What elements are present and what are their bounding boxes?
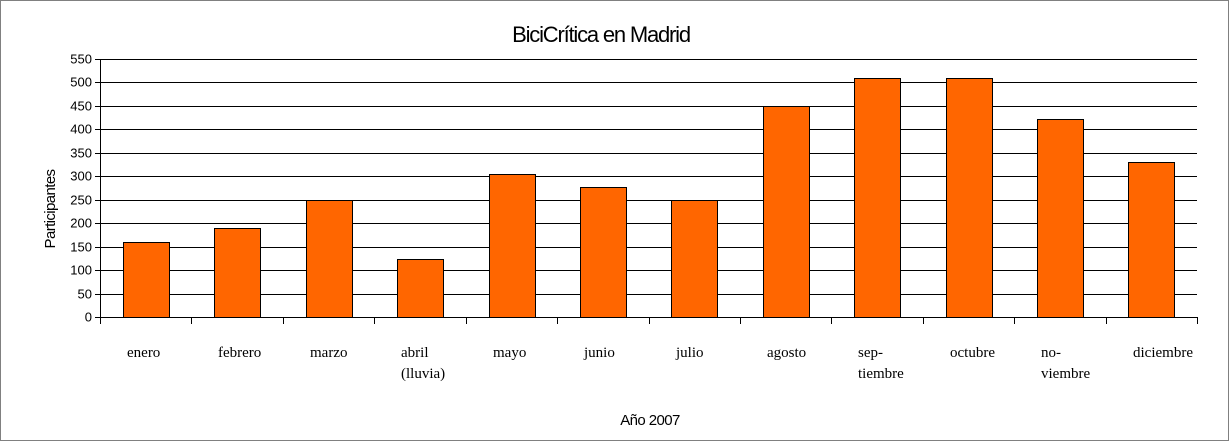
- y-tick-label: 250: [70, 193, 92, 208]
- chart-title: BiciCrítica en Madrid: [512, 22, 690, 47]
- y-tick-label: 500: [70, 75, 92, 90]
- bar: [946, 78, 993, 318]
- x-axis-label: Año 2007: [620, 412, 680, 429]
- bar: [306, 200, 353, 318]
- x-tick-label: junio: [583, 345, 615, 361]
- x-tick-label: octubre: [950, 345, 995, 361]
- y-tick-label: 100: [70, 263, 92, 278]
- x-tick-label: marzo: [310, 345, 347, 361]
- y-tick-label: 350: [70, 146, 92, 161]
- x-tick-label: enero: [127, 345, 160, 361]
- y-tick-label: 200: [70, 216, 92, 231]
- bar: [671, 200, 718, 318]
- bar: [123, 242, 170, 318]
- bar: [214, 228, 261, 318]
- bar: [854, 78, 901, 318]
- x-tick-label: abril (lluvia): [401, 345, 445, 382]
- y-tick-label: 50: [78, 287, 92, 302]
- y-axis-label: Participantes: [42, 169, 59, 248]
- y-tick-label: 150: [70, 240, 92, 255]
- x-tick-label: no-viembre: [1041, 345, 1090, 382]
- y-tick-label: 0: [85, 310, 92, 325]
- x-tick-label: sep-tiembre: [858, 345, 904, 382]
- x-tick-label: julio: [675, 345, 704, 361]
- bar: [1037, 119, 1084, 318]
- x-tick-label: diciembre: [1133, 345, 1193, 361]
- bar: [397, 259, 444, 318]
- x-tick-label: mayo: [493, 345, 526, 361]
- y-tick-label: 450: [70, 99, 92, 114]
- x-tick-label: agosto: [767, 345, 806, 361]
- x-tick-label: febrero: [218, 345, 261, 361]
- bar: [489, 174, 536, 318]
- bar: [763, 106, 810, 318]
- y-tick-label: 400: [70, 122, 92, 137]
- bar: [1128, 162, 1175, 318]
- y-tick-label: 550: [70, 52, 92, 67]
- y-tick-label: 300: [70, 169, 92, 184]
- bar: [580, 187, 627, 318]
